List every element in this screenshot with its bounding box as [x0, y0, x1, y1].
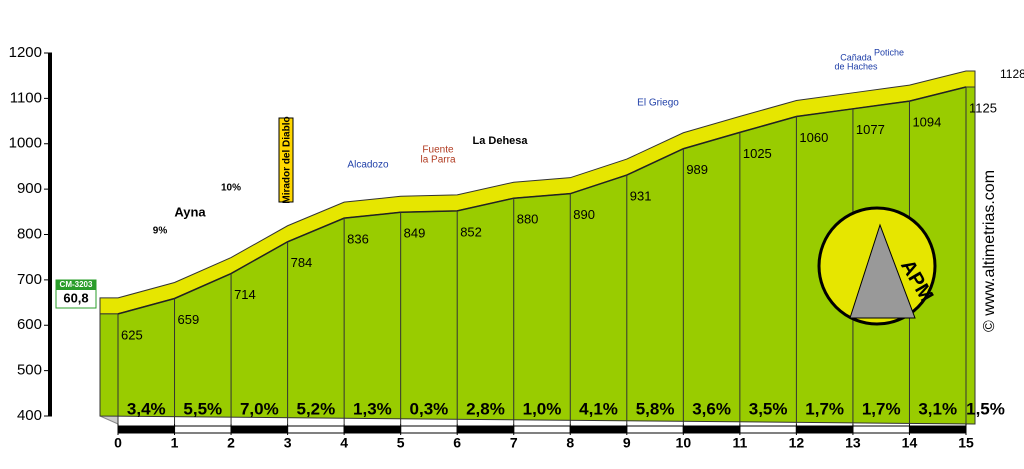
gradient-label: 1,7% — [862, 399, 901, 418]
watermark: © www.altimetrias.com — [981, 170, 998, 332]
profile-line — [117, 86, 967, 315]
start-road: CM-3203 — [60, 280, 93, 289]
gradient-label: 3,5% — [749, 399, 788, 418]
annotation: Potiche — [874, 47, 904, 57]
x-tick-label: 3 — [284, 435, 292, 451]
y-tick-label: 500 — [17, 362, 42, 379]
x-axis-seg — [343, 425, 402, 434]
gradient-label: 1,7% — [805, 399, 844, 418]
mirador-bg — [278, 117, 294, 203]
elevation-label: 852 — [460, 224, 482, 239]
y-tick-label: 1000 — [9, 135, 42, 152]
x-axis-seg — [626, 425, 684, 434]
x-tick-label: 11 — [732, 435, 747, 451]
x-axis-seg — [400, 425, 458, 434]
x-axis-seg — [569, 425, 628, 434]
elevation-label: 714 — [234, 287, 256, 302]
x-tick-label: 1 — [171, 435, 179, 451]
elevation-label: 1077 — [856, 122, 885, 137]
gradient-label: 7,0% — [240, 399, 279, 418]
annotation: La Dehesa — [472, 135, 528, 147]
gradient-label: 2,8% — [466, 399, 505, 418]
y-tick-label: 700 — [17, 271, 42, 288]
y-tick-label: 1200 — [9, 44, 42, 61]
annotation: 10% — [221, 183, 241, 194]
x-axis-seg — [174, 425, 232, 434]
x-axis-seg — [682, 425, 741, 434]
elevation-label: 1025 — [743, 146, 772, 161]
gradient-label: 1,5% — [966, 399, 1005, 418]
max-label: 1128 — [1000, 67, 1024, 81]
x-axis-seg — [287, 425, 345, 434]
x-axis-seg — [908, 425, 967, 434]
gradient-label: 3,4% — [127, 399, 166, 418]
x-tick-label: 10 — [676, 435, 692, 451]
x-axis-seg — [852, 425, 910, 434]
elevation-label: 890 — [573, 207, 595, 222]
x-tick-label: 7 — [510, 435, 518, 451]
annotation: Mirador del Diablo — [282, 116, 293, 203]
gradient-label: 1,0% — [523, 399, 562, 418]
x-tick-label: 2 — [227, 435, 235, 451]
logo-mountain — [849, 223, 916, 319]
x-axis-seg — [739, 425, 797, 434]
x-axis-seg — [230, 425, 289, 434]
annotation: El Griego — [637, 98, 679, 109]
elevation-label: 989 — [686, 162, 708, 177]
start-road-bg — [56, 280, 96, 290]
elevation-label: 1094 — [912, 115, 941, 130]
gradient-label: 5,8% — [636, 399, 675, 418]
annotation: Cañada — [840, 52, 872, 62]
gradient-label: 5,5% — [183, 399, 222, 418]
elevation-label: 849 — [404, 226, 426, 241]
elevation-label: 625 — [121, 327, 143, 342]
gradient-label: 5,2% — [296, 399, 335, 418]
y-tick-label: 1100 — [10, 89, 42, 106]
x-axis-seg — [117, 425, 176, 434]
y-tick-label: 400 — [17, 407, 42, 424]
x-axis-seg — [513, 425, 571, 434]
x-tick-label: 13 — [845, 435, 861, 451]
annotation: la Parra — [420, 155, 455, 166]
gradient-label: 3,6% — [692, 399, 731, 418]
gradient-label: 3,1% — [918, 399, 957, 418]
elevation-label: 880 — [517, 212, 539, 227]
y-tick-label: 900 — [17, 180, 42, 197]
elevation-label: 784 — [291, 255, 313, 270]
elevation-label: 836 — [347, 232, 369, 247]
x-tick-label: 12 — [789, 435, 805, 451]
annotation: Alcadozo — [347, 160, 389, 171]
gradient-label: 0,3% — [410, 399, 449, 418]
x-tick-label: 9 — [623, 435, 631, 451]
annotation: 9% — [153, 226, 168, 237]
logo: APM — [817, 206, 937, 326]
elevation-label: 931 — [630, 188, 652, 203]
plot: 4005006007008009001000110012006256597147… — [9, 44, 1024, 451]
y-tick-label: 600 — [17, 316, 42, 333]
elevation-label: 659 — [178, 312, 200, 327]
start-km: 60,8 — [63, 290, 88, 305]
annotation: Fuente — [422, 145, 454, 156]
x-tick-label: 8 — [566, 435, 574, 451]
gradient-label: 1,3% — [353, 399, 392, 418]
x-axis-seg — [795, 425, 854, 434]
gradient-label: 4,1% — [579, 399, 618, 418]
y-tick-label: 800 — [17, 225, 42, 242]
x-tick-label: 4 — [340, 435, 348, 451]
x-tick-label: 0 — [114, 435, 122, 451]
elevation-label: 1060 — [799, 130, 828, 145]
annotation: Ayna — [174, 204, 206, 219]
x-tick-label: 14 — [902, 435, 918, 451]
elevation-label: 1125 — [969, 100, 997, 115]
x-axis-seg — [456, 425, 515, 434]
annotation: de Haches — [834, 61, 878, 71]
x-tick-label: 5 — [397, 435, 405, 451]
x-tick-label: 15 — [958, 435, 974, 451]
x-tick-label: 6 — [453, 435, 461, 451]
